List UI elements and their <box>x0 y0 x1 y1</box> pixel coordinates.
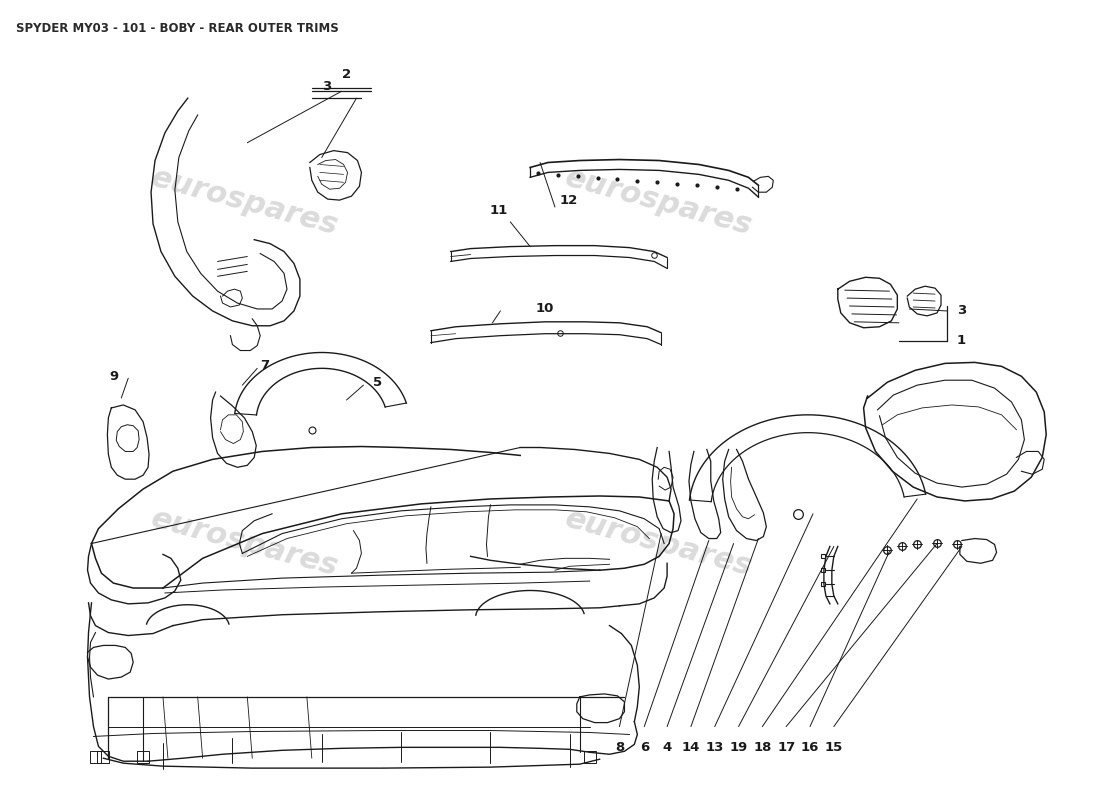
Text: eurospares: eurospares <box>562 163 756 241</box>
Text: eurospares: eurospares <box>147 503 341 582</box>
Text: eurospares: eurospares <box>562 503 756 582</box>
Bar <box>584 751 596 763</box>
Text: 7: 7 <box>261 359 270 372</box>
Bar <box>138 751 150 763</box>
Text: 14: 14 <box>682 742 700 754</box>
Text: 3: 3 <box>321 80 331 94</box>
Text: 2: 2 <box>342 68 351 82</box>
Text: 3: 3 <box>957 305 966 318</box>
Text: 5: 5 <box>373 376 383 389</box>
Text: 13: 13 <box>705 742 724 754</box>
Text: SPYDER MY03 - 101 - BOBY - REAR OUTER TRIMS: SPYDER MY03 - 101 - BOBY - REAR OUTER TR… <box>16 22 339 35</box>
Bar <box>98 751 109 763</box>
Text: eurospares: eurospares <box>147 163 341 241</box>
Text: 17: 17 <box>777 742 795 754</box>
Text: 16: 16 <box>801 742 820 754</box>
Text: 19: 19 <box>729 742 748 754</box>
Text: 12: 12 <box>560 194 579 206</box>
Text: 18: 18 <box>754 742 771 754</box>
Bar <box>89 751 101 763</box>
Text: 4: 4 <box>662 742 672 754</box>
Text: 1: 1 <box>957 334 966 347</box>
Text: 10: 10 <box>535 302 553 315</box>
Text: 8: 8 <box>615 742 624 754</box>
Text: 15: 15 <box>825 742 843 754</box>
Text: 9: 9 <box>109 370 119 382</box>
Text: 11: 11 <box>490 204 507 217</box>
Text: 6: 6 <box>640 742 649 754</box>
